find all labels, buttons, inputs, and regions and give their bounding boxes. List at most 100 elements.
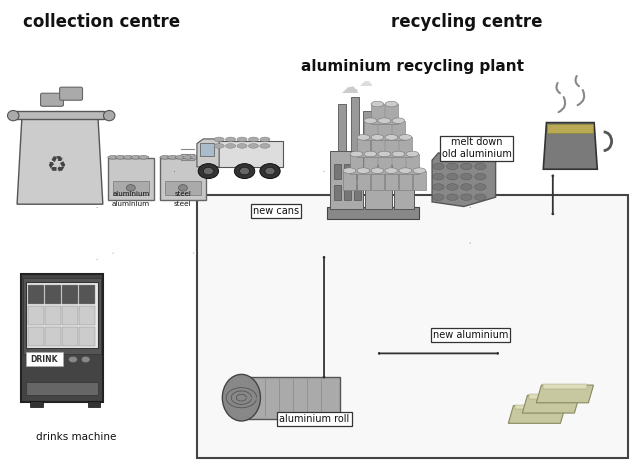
Ellipse shape	[433, 184, 444, 190]
FancyBboxPatch shape	[357, 137, 370, 157]
FancyBboxPatch shape	[399, 171, 412, 190]
FancyBboxPatch shape	[62, 306, 77, 325]
FancyBboxPatch shape	[547, 123, 593, 133]
Text: steel: steel	[174, 201, 192, 207]
Ellipse shape	[399, 168, 412, 174]
Circle shape	[234, 164, 255, 179]
FancyBboxPatch shape	[344, 164, 351, 179]
FancyBboxPatch shape	[24, 278, 101, 354]
Polygon shape	[197, 139, 219, 167]
FancyBboxPatch shape	[16, 112, 104, 119]
FancyBboxPatch shape	[333, 185, 340, 199]
Text: ☁: ☁	[358, 75, 372, 89]
FancyBboxPatch shape	[515, 405, 559, 409]
FancyBboxPatch shape	[29, 326, 44, 346]
Ellipse shape	[248, 137, 259, 142]
FancyBboxPatch shape	[88, 401, 100, 407]
FancyBboxPatch shape	[343, 171, 356, 190]
Text: new aluminium: new aluminium	[433, 330, 508, 340]
Ellipse shape	[461, 163, 472, 170]
FancyBboxPatch shape	[30, 401, 43, 407]
Polygon shape	[508, 406, 566, 424]
FancyBboxPatch shape	[29, 306, 44, 325]
FancyBboxPatch shape	[378, 121, 391, 140]
FancyBboxPatch shape	[212, 141, 283, 167]
FancyBboxPatch shape	[26, 382, 99, 395]
Text: aluminium: aluminium	[112, 201, 150, 207]
FancyBboxPatch shape	[371, 171, 384, 190]
Ellipse shape	[371, 101, 384, 107]
Text: steel: steel	[175, 191, 191, 197]
FancyBboxPatch shape	[364, 111, 372, 151]
Ellipse shape	[385, 135, 397, 140]
FancyBboxPatch shape	[529, 394, 573, 399]
FancyBboxPatch shape	[350, 154, 363, 174]
Ellipse shape	[364, 151, 377, 157]
FancyBboxPatch shape	[113, 181, 148, 195]
Ellipse shape	[222, 374, 260, 421]
Ellipse shape	[475, 194, 486, 200]
FancyBboxPatch shape	[40, 93, 63, 106]
FancyBboxPatch shape	[330, 151, 364, 209]
Ellipse shape	[8, 111, 19, 121]
Ellipse shape	[413, 168, 426, 174]
FancyBboxPatch shape	[45, 285, 61, 304]
Ellipse shape	[447, 184, 458, 190]
FancyBboxPatch shape	[62, 285, 77, 304]
FancyBboxPatch shape	[26, 282, 99, 348]
Ellipse shape	[433, 174, 444, 180]
FancyBboxPatch shape	[79, 326, 95, 346]
FancyBboxPatch shape	[364, 121, 377, 140]
Ellipse shape	[406, 151, 419, 157]
Circle shape	[179, 185, 188, 191]
FancyBboxPatch shape	[394, 174, 414, 209]
Ellipse shape	[475, 184, 486, 190]
Ellipse shape	[138, 156, 148, 159]
Circle shape	[239, 167, 250, 175]
FancyBboxPatch shape	[385, 137, 397, 157]
FancyBboxPatch shape	[344, 185, 351, 199]
Ellipse shape	[225, 144, 236, 148]
Ellipse shape	[175, 156, 186, 159]
Polygon shape	[17, 113, 103, 204]
Text: aluminium roll: aluminium roll	[280, 414, 349, 424]
FancyBboxPatch shape	[399, 137, 412, 157]
FancyBboxPatch shape	[385, 171, 397, 190]
FancyBboxPatch shape	[62, 326, 77, 346]
Ellipse shape	[350, 151, 363, 157]
Polygon shape	[432, 152, 495, 206]
FancyBboxPatch shape	[354, 185, 361, 199]
Ellipse shape	[385, 168, 397, 174]
Ellipse shape	[237, 137, 247, 142]
FancyBboxPatch shape	[333, 164, 340, 179]
Ellipse shape	[343, 168, 356, 174]
Ellipse shape	[214, 137, 224, 142]
Ellipse shape	[475, 163, 486, 170]
FancyBboxPatch shape	[543, 384, 587, 389]
Ellipse shape	[392, 118, 404, 123]
FancyBboxPatch shape	[197, 195, 628, 458]
Ellipse shape	[371, 135, 384, 140]
FancyBboxPatch shape	[371, 137, 384, 157]
Ellipse shape	[237, 144, 247, 148]
FancyBboxPatch shape	[160, 158, 206, 199]
FancyBboxPatch shape	[357, 171, 370, 190]
Ellipse shape	[385, 101, 397, 107]
Text: DRINK: DRINK	[31, 355, 58, 364]
FancyBboxPatch shape	[378, 154, 391, 174]
Circle shape	[198, 164, 218, 179]
FancyBboxPatch shape	[371, 104, 384, 124]
Ellipse shape	[260, 144, 270, 148]
Text: aluminium recycling plant: aluminium recycling plant	[301, 59, 525, 74]
Text: ☁: ☁	[340, 79, 358, 97]
Ellipse shape	[108, 156, 118, 159]
Circle shape	[126, 185, 135, 191]
Ellipse shape	[461, 184, 472, 190]
FancyBboxPatch shape	[385, 104, 397, 124]
FancyBboxPatch shape	[392, 121, 404, 140]
Ellipse shape	[104, 111, 115, 121]
FancyBboxPatch shape	[200, 143, 214, 156]
Ellipse shape	[248, 144, 259, 148]
Ellipse shape	[433, 163, 444, 170]
Text: collection centre: collection centre	[23, 14, 180, 31]
